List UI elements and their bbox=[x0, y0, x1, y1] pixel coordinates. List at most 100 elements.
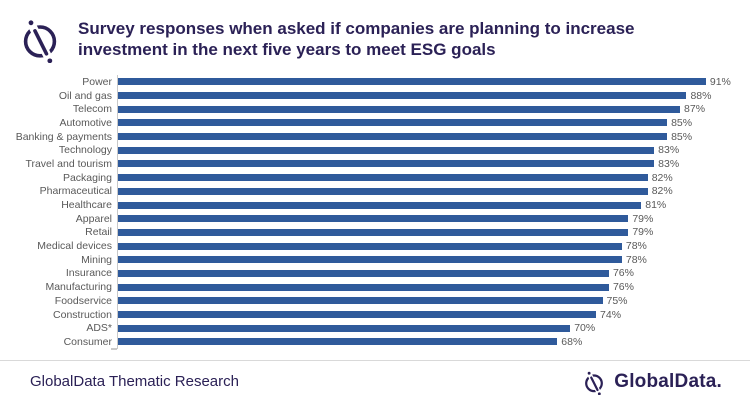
value-label: 88% bbox=[690, 89, 712, 102]
category-label: Travel and tourism bbox=[25, 157, 112, 170]
globaldata-compass-icon bbox=[581, 369, 607, 395]
bar-track: 82% bbox=[117, 184, 750, 199]
category-label: Packaging bbox=[62, 171, 112, 184]
category-label: Foodservice bbox=[54, 294, 112, 307]
bar bbox=[118, 119, 668, 127]
chart-title-line1: Survey responses when asked if companies… bbox=[78, 19, 635, 38]
chart-row: Consumer 68% bbox=[0, 335, 750, 349]
chart-row: Healthcare 81% bbox=[0, 198, 750, 212]
footer-attribution: GlobalData Thematic Research bbox=[30, 373, 239, 390]
bar bbox=[118, 160, 655, 168]
bar-track: 79% bbox=[117, 225, 750, 240]
chart-row: Foodservice 75% bbox=[0, 294, 750, 308]
bar-track: 83% bbox=[117, 143, 750, 158]
header: Survey responses when asked if companies… bbox=[0, 0, 750, 63]
chart-row: Medical devices 78% bbox=[0, 239, 750, 253]
bar bbox=[118, 228, 629, 236]
bar bbox=[118, 187, 648, 195]
globaldata-compass-icon bbox=[16, 15, 64, 63]
bar bbox=[118, 297, 603, 305]
category-label: Mining bbox=[81, 253, 112, 266]
category-label: Automotive bbox=[59, 116, 112, 129]
bar-track: 85% bbox=[117, 116, 750, 130]
bar bbox=[118, 78, 706, 86]
brand-lockup: GlobalData. bbox=[581, 369, 722, 395]
category-label: Telecom bbox=[72, 103, 112, 116]
category-label: Construction bbox=[53, 308, 112, 321]
chart-row: Manufacturing 76% bbox=[0, 280, 750, 294]
bar-track: 81% bbox=[117, 198, 750, 212]
value-label: 76% bbox=[612, 281, 634, 294]
value-label: 78% bbox=[625, 240, 647, 253]
bar-track: 83% bbox=[117, 157, 750, 171]
bar-track: 85% bbox=[117, 129, 750, 144]
value-label: 85% bbox=[671, 116, 693, 129]
bar-chart: Power 91% Oil and gas 88% Telecom 87% Automoti… bbox=[0, 75, 750, 350]
bar bbox=[118, 324, 571, 332]
bar bbox=[118, 215, 629, 223]
bar bbox=[118, 174, 648, 182]
bar bbox=[118, 133, 668, 141]
category-label: Healthcare bbox=[61, 199, 112, 212]
chart-row: Mining 78% bbox=[0, 252, 750, 267]
chart-row: Oil and gas 88% bbox=[0, 88, 750, 103]
value-label: 81% bbox=[645, 199, 667, 212]
bar bbox=[118, 201, 642, 209]
bar bbox=[118, 269, 609, 277]
category-label: Oil and gas bbox=[58, 89, 112, 102]
chart-row: Power 91% bbox=[0, 75, 750, 89]
axis-tick bbox=[111, 348, 117, 350]
category-label: Insurance bbox=[65, 267, 112, 280]
bar bbox=[118, 338, 558, 346]
bar-track: 68% bbox=[117, 335, 750, 349]
category-label: Retail bbox=[85, 226, 112, 239]
bar bbox=[118, 92, 687, 100]
value-label: 91% bbox=[709, 75, 731, 88]
category-label: Manufacturing bbox=[45, 281, 112, 294]
chart-row: Travel and tourism 83% bbox=[0, 157, 750, 171]
value-label: 83% bbox=[658, 157, 680, 170]
chart-row: Automotive 85% bbox=[0, 116, 750, 130]
chart-row: Pharmaceutical 82% bbox=[0, 184, 750, 199]
category-label: Pharmaceutical bbox=[39, 185, 112, 198]
chart-row: Construction 74% bbox=[0, 307, 750, 322]
value-label: 68% bbox=[561, 335, 583, 348]
category-label: ADS* bbox=[86, 322, 112, 335]
category-label: Medical devices bbox=[37, 240, 112, 253]
chart-title-line2: investment in the next five years to mee… bbox=[78, 40, 496, 59]
bar-track: 78% bbox=[117, 239, 750, 253]
chart-row: Insurance 76% bbox=[0, 266, 750, 281]
bar bbox=[118, 311, 597, 319]
bar bbox=[118, 256, 622, 264]
bar bbox=[118, 242, 622, 250]
value-label: 76% bbox=[612, 267, 634, 280]
bar-track: 76% bbox=[117, 280, 750, 294]
category-label: Banking & payments bbox=[15, 130, 112, 143]
value-label: 85% bbox=[671, 130, 693, 143]
footer: GlobalData Thematic Research GlobalData. bbox=[0, 360, 750, 402]
chart-row: Banking & payments 85% bbox=[0, 129, 750, 144]
bar-track: 91% bbox=[117, 75, 750, 89]
chart-row: ADS* 70% bbox=[0, 321, 750, 336]
value-label: 87% bbox=[684, 103, 706, 116]
bar-track: 78% bbox=[117, 252, 750, 267]
category-label: Consumer bbox=[63, 335, 112, 348]
chart-row: Retail 79% bbox=[0, 225, 750, 240]
brand-wordmark: GlobalData. bbox=[614, 370, 722, 392]
value-label: 70% bbox=[574, 322, 596, 335]
bar-track: 79% bbox=[117, 211, 750, 226]
category-label: Apparel bbox=[75, 212, 112, 225]
value-label: 82% bbox=[651, 171, 673, 184]
chart-row: Apparel 79% bbox=[0, 211, 750, 226]
bar-track: 87% bbox=[117, 102, 750, 117]
category-label: Power bbox=[82, 75, 112, 88]
value-label: 83% bbox=[658, 144, 680, 157]
value-label: 78% bbox=[625, 253, 647, 266]
chart-row: Packaging 82% bbox=[0, 170, 750, 185]
bar-track: 88% bbox=[117, 88, 750, 103]
bar-track: 76% bbox=[117, 266, 750, 281]
bar bbox=[118, 105, 681, 113]
bar-track: 74% bbox=[117, 307, 750, 322]
bar-track: 75% bbox=[117, 294, 750, 308]
value-label: 79% bbox=[632, 212, 654, 225]
